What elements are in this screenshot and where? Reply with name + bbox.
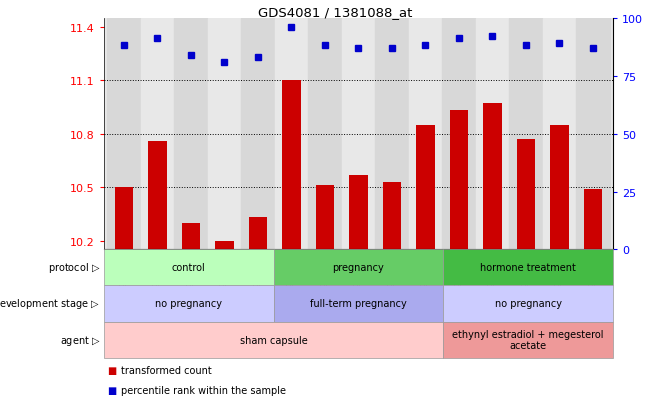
Bar xyxy=(241,19,275,250)
Text: percentile rank within the sample: percentile rank within the sample xyxy=(121,385,285,395)
Bar xyxy=(249,218,267,250)
Text: ethynyl estradiol + megesterol
acetate: ethynyl estradiol + megesterol acetate xyxy=(452,329,604,351)
Bar xyxy=(576,19,610,250)
Bar xyxy=(141,19,174,250)
Bar xyxy=(383,182,401,250)
Text: agent $\triangleright$: agent $\triangleright$ xyxy=(60,333,100,347)
Bar xyxy=(550,125,569,250)
Bar xyxy=(308,19,342,250)
Bar xyxy=(543,19,576,250)
Bar xyxy=(148,141,167,250)
Text: pregnancy: pregnancy xyxy=(332,263,385,273)
Bar xyxy=(215,241,234,250)
Text: protocol $\triangleright$: protocol $\triangleright$ xyxy=(48,261,100,275)
Bar xyxy=(450,111,468,250)
Bar xyxy=(208,19,241,250)
Text: no pregnancy: no pregnancy xyxy=(155,299,222,309)
Text: hormone treatment: hormone treatment xyxy=(480,263,576,273)
Bar xyxy=(409,19,442,250)
Text: full-term pregnancy: full-term pregnancy xyxy=(310,299,407,309)
Bar xyxy=(476,19,509,250)
Bar xyxy=(174,19,208,250)
Text: ■: ■ xyxy=(107,385,117,395)
Text: control: control xyxy=(172,263,206,273)
Bar xyxy=(509,19,543,250)
Bar xyxy=(182,223,200,250)
Bar xyxy=(517,140,535,250)
Bar xyxy=(115,188,133,250)
Text: no pregnancy: no pregnancy xyxy=(494,299,561,309)
Text: development stage $\triangleright$: development stage $\triangleright$ xyxy=(0,297,100,311)
Bar xyxy=(584,190,602,250)
Text: ■: ■ xyxy=(107,365,117,375)
Bar xyxy=(375,19,409,250)
Bar xyxy=(483,104,502,250)
Bar xyxy=(416,125,435,250)
Text: GDS4081 / 1381088_at: GDS4081 / 1381088_at xyxy=(258,6,412,19)
Text: transformed count: transformed count xyxy=(121,365,211,375)
Bar xyxy=(442,19,476,250)
Bar xyxy=(275,19,308,250)
Bar xyxy=(282,81,301,250)
Bar xyxy=(342,19,375,250)
Text: sham capsule: sham capsule xyxy=(240,335,308,345)
Bar xyxy=(316,186,334,250)
Bar xyxy=(349,175,368,250)
Bar xyxy=(107,19,141,250)
